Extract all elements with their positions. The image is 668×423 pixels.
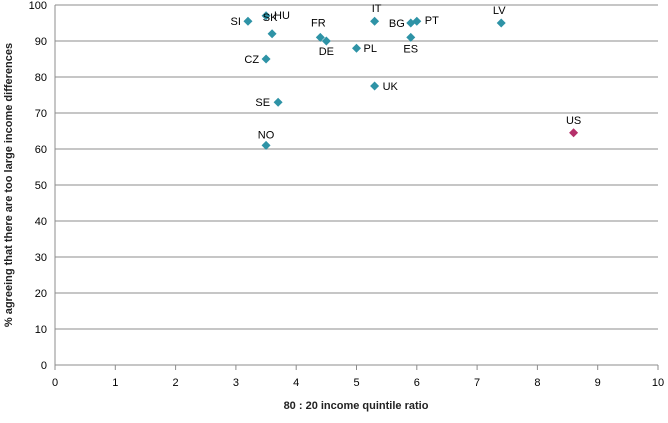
y-tick-label: 40 bbox=[35, 216, 47, 228]
x-tick-label: 9 bbox=[595, 377, 601, 389]
data-point-si bbox=[243, 16, 253, 26]
data-point-fr bbox=[315, 32, 325, 42]
data-point-se bbox=[273, 97, 283, 107]
point-label-de: DE bbox=[319, 46, 334, 58]
data-point-uk bbox=[370, 81, 380, 91]
data-points bbox=[243, 11, 579, 150]
x-tick-label: 10 bbox=[652, 377, 664, 389]
point-label-sk: SK bbox=[263, 12, 278, 24]
point-label-cz: CZ bbox=[244, 54, 259, 66]
y-tick-label: 0 bbox=[41, 360, 47, 372]
point-label-lv: LV bbox=[493, 5, 506, 17]
x-tick-label: 2 bbox=[173, 377, 179, 389]
point-label-es: ES bbox=[403, 43, 418, 55]
y-tick-label: 100 bbox=[29, 0, 47, 12]
y-axis-label: % agreeing that there are too large inco… bbox=[3, 43, 15, 327]
point-label-si: SI bbox=[231, 16, 241, 28]
data-point-us bbox=[569, 128, 579, 138]
point-label-pl: PL bbox=[364, 43, 377, 55]
point-label-pt: PT bbox=[425, 15, 439, 27]
point-label-bg: BG bbox=[389, 18, 405, 30]
x-axis-label: 80 : 20 income quintile ratio bbox=[284, 400, 429, 412]
point-label-it: IT bbox=[372, 3, 382, 15]
x-tick-label: 7 bbox=[474, 377, 480, 389]
point-label-us: US bbox=[566, 115, 581, 127]
x-tick-label: 3 bbox=[233, 377, 239, 389]
point-label-no: NO bbox=[258, 129, 275, 141]
point-label-uk: UK bbox=[383, 81, 399, 93]
x-tick-label: 4 bbox=[293, 377, 299, 389]
point-label-hu: HU bbox=[274, 10, 290, 22]
data-point-sk bbox=[267, 29, 277, 39]
data-point-hu bbox=[261, 11, 271, 21]
x-tick-label: 8 bbox=[534, 377, 540, 389]
y-tick-label: 30 bbox=[35, 252, 47, 264]
axes bbox=[54, 5, 659, 370]
data-point-es bbox=[406, 32, 416, 42]
y-tick-label: 80 bbox=[35, 72, 47, 84]
data-point-no bbox=[261, 140, 271, 150]
point-label-se: SE bbox=[255, 97, 270, 109]
y-tick-label: 50 bbox=[35, 180, 47, 192]
y-tick-label: 60 bbox=[35, 144, 47, 156]
y-tick-label: 20 bbox=[35, 288, 47, 300]
data-point-pl bbox=[352, 43, 361, 53]
x-tick-label: 6 bbox=[414, 377, 420, 389]
y-tick-label: 90 bbox=[35, 36, 47, 48]
data-point-lv bbox=[496, 18, 506, 28]
y-tick-label: 70 bbox=[35, 108, 47, 120]
x-tick-labels: 0 1 2 3 4 5 6 7 8 9 10 bbox=[52, 377, 664, 389]
data-point-de bbox=[321, 36, 331, 46]
x-tick-label: 5 bbox=[353, 377, 359, 389]
data-point-cz bbox=[261, 54, 271, 64]
data-point-pt bbox=[412, 16, 422, 26]
x-tick-label: 0 bbox=[52, 377, 58, 389]
gridlines bbox=[55, 4, 658, 330]
point-label-fr: FR bbox=[311, 17, 326, 29]
y-tick-label: 10 bbox=[35, 324, 47, 336]
x-tick-label: 1 bbox=[112, 377, 118, 389]
y-tick-labels: 0 10 20 30 40 50 60 70 80 90 100 bbox=[29, 0, 47, 372]
data-point-it bbox=[370, 16, 380, 26]
